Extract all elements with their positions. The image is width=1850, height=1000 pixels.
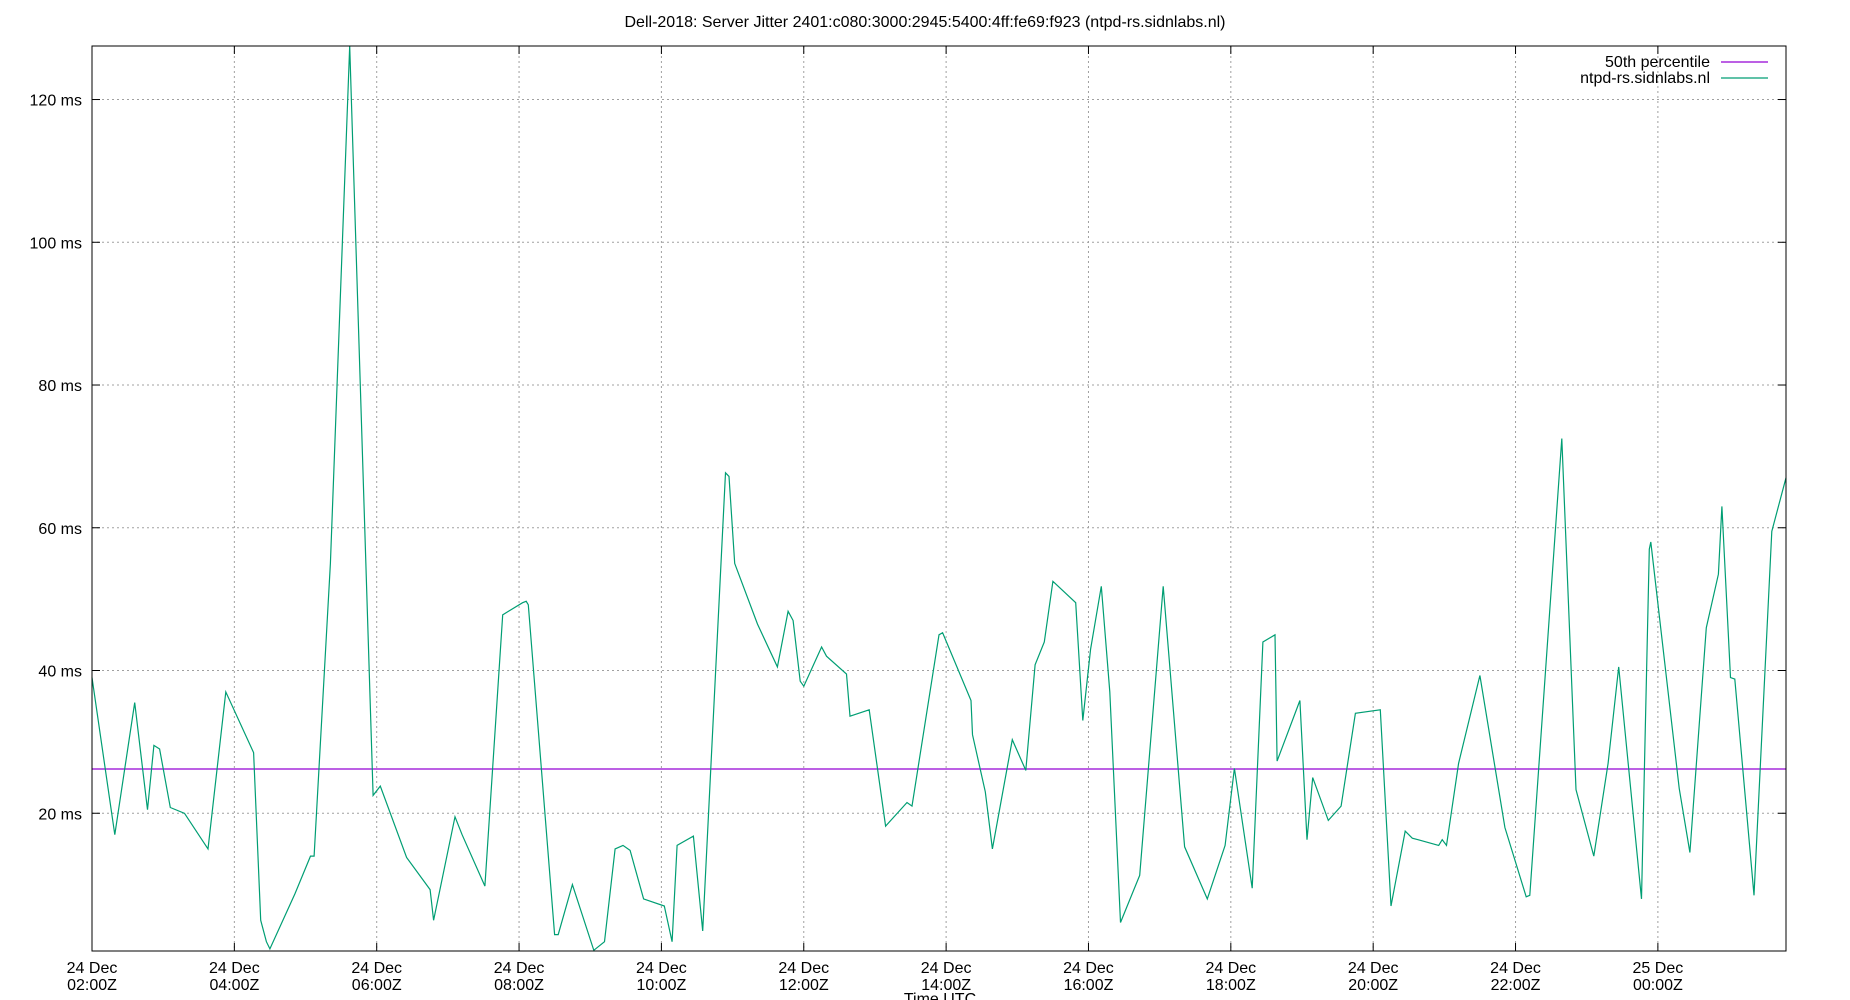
x-tick-label-date: 24 Dec xyxy=(1205,960,1256,977)
x-tick-label-time: 20:00Z xyxy=(1348,977,1398,994)
gridlines xyxy=(91,46,1786,951)
x-tick-label-time: 12:00Z xyxy=(779,977,829,994)
x-tick-label-date: 24 Dec xyxy=(1490,960,1541,977)
x-axis-label: Time UTC xyxy=(904,991,976,1000)
x-tick-label-time: 02:00Z xyxy=(67,977,117,994)
x-tick-label-date: 24 Dec xyxy=(494,960,545,977)
x-tick-label-time: 04:00Z xyxy=(209,977,259,994)
legend-label: ntpd-rs.sidnlabs.nl xyxy=(1580,70,1710,87)
series-line-jitter xyxy=(91,45,1787,952)
series-lines xyxy=(91,45,1787,952)
x-tick-label-date: 24 Dec xyxy=(636,960,687,977)
axis-ticks xyxy=(91,46,1786,951)
x-tick-label-date: 24 Dec xyxy=(351,960,402,977)
x-tick-label-date: 24 Dec xyxy=(921,960,972,977)
x-tick-label-date: 24 Dec xyxy=(209,960,260,977)
x-tick-label-date: 24 Dec xyxy=(67,960,118,977)
x-tick-label-time: 00:00Z xyxy=(1633,977,1683,994)
x-tick-label-date: 24 Dec xyxy=(778,960,829,977)
x-tick-label-time: 16:00Z xyxy=(1064,977,1114,994)
y-tick-label: 100 ms xyxy=(30,235,82,252)
x-tick-label-time: 06:00Z xyxy=(352,977,402,994)
y-tick-label: 80 ms xyxy=(38,378,82,395)
chart-title: Dell-2018: Server Jitter 2401:c080:3000:… xyxy=(625,14,1226,31)
x-tick-label-time: 14:00Z xyxy=(921,977,971,994)
y-tick-label: 60 ms xyxy=(38,521,82,538)
x-tick-label-time: 22:00Z xyxy=(1491,977,1541,994)
plot-frame xyxy=(91,45,1787,952)
legend-label: 50th percentile xyxy=(1605,54,1710,71)
x-tick-label-date: 24 Dec xyxy=(1348,960,1399,977)
y-tick-label: 20 ms xyxy=(38,806,82,823)
y-tick-label: 120 ms xyxy=(30,93,82,110)
x-tick-label-time: 08:00Z xyxy=(494,977,544,994)
x-tick-label-time: 10:00Z xyxy=(637,977,687,994)
x-tick-label-date: 25 Dec xyxy=(1633,960,1684,977)
y-tick-label: 40 ms xyxy=(38,664,82,681)
x-tick-label-time: 18:00Z xyxy=(1206,977,1256,994)
x-tick-label-date: 24 Dec xyxy=(1063,960,1114,977)
